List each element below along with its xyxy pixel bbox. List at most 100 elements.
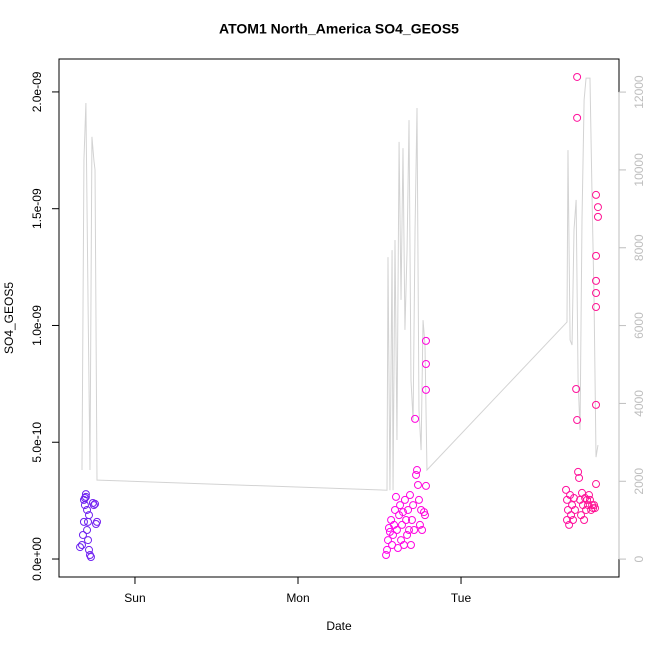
data-point (77, 541, 86, 550)
y2-tick-label: 12000 (632, 75, 646, 109)
data-point (573, 416, 582, 425)
data-point (413, 480, 422, 489)
data-point (81, 490, 90, 499)
x-tick-label: Mon (286, 591, 309, 605)
data-point (405, 526, 414, 535)
data-point (406, 541, 415, 550)
data-point (84, 536, 93, 545)
data-point (592, 251, 601, 260)
data-point (79, 517, 88, 526)
data-point (407, 516, 416, 525)
data-point (92, 517, 101, 526)
data-point (592, 400, 601, 409)
data-point (400, 495, 409, 504)
x-axis-label: Date (326, 619, 352, 633)
data-point (398, 520, 407, 529)
data-point (421, 481, 430, 490)
data-point (562, 516, 571, 525)
data-point (567, 511, 576, 520)
data-point (86, 553, 95, 562)
data-point (592, 276, 601, 285)
data-point (592, 289, 601, 298)
data-point (572, 384, 581, 393)
data-point (398, 508, 407, 517)
data-point (573, 72, 582, 81)
data-point (392, 526, 401, 535)
data-point (421, 385, 430, 394)
data-point (414, 495, 423, 504)
y2-tick-label: 6000 (632, 312, 646, 339)
data-point (577, 488, 586, 497)
data-point (583, 495, 592, 504)
y-tick-label: 5.0e-10 (30, 422, 44, 463)
data-point (418, 526, 427, 535)
x-tick-label: Sun (124, 591, 145, 605)
data-point (410, 526, 419, 535)
data-point (575, 473, 584, 482)
data-point (570, 505, 579, 514)
data-point (585, 495, 594, 504)
data-point (562, 485, 571, 494)
y-tick-label: 1.5e-09 (30, 188, 44, 229)
data-point (76, 543, 85, 552)
data-point (391, 492, 400, 501)
data-point (591, 504, 600, 513)
data-point (421, 336, 430, 345)
data-point (573, 113, 582, 122)
data-point (592, 190, 601, 199)
data-point (569, 516, 578, 525)
data-point (574, 467, 583, 476)
data-point (411, 414, 420, 423)
data-point (421, 360, 430, 369)
data-point (593, 203, 602, 212)
data-point (78, 530, 87, 539)
data-point (383, 536, 392, 545)
data-point (409, 501, 418, 510)
data-point (405, 491, 414, 500)
data-point (80, 494, 89, 503)
data-point (91, 499, 100, 508)
data-point (79, 495, 88, 504)
y-axis-label: SO4_GEOS5 (2, 282, 16, 354)
y-tick-label: 1.0e-09 (30, 305, 44, 346)
data-point (404, 505, 413, 514)
data-point (585, 491, 594, 500)
x-tick-label: Tue (451, 591, 472, 605)
y2-tick-label: 4000 (632, 390, 646, 417)
y-tick-label: 0.0e+00 (30, 537, 44, 581)
plot-box (58, 58, 620, 578)
data-point (592, 480, 601, 489)
data-point (563, 505, 572, 514)
data-point (83, 505, 92, 514)
chart-title: ATOM1 North_America SO4_GEOS5 (219, 21, 459, 37)
data-point (84, 517, 93, 526)
data-point (396, 501, 405, 510)
y2-tick-label: 8000 (632, 234, 646, 261)
data-point (389, 530, 398, 539)
data-point (420, 511, 429, 520)
data-point (580, 516, 589, 525)
data-point (415, 520, 424, 529)
data-point (83, 526, 92, 535)
data-point (565, 520, 574, 529)
y2-tick-label: 10000 (632, 153, 646, 187)
data-point (383, 545, 392, 554)
y2-tick-label: 0 (632, 555, 646, 562)
data-point (593, 212, 602, 221)
data-point (84, 545, 93, 554)
data-point (84, 511, 93, 520)
data-point (391, 505, 399, 514)
altitude-line (81, 77, 599, 491)
data-point (382, 551, 391, 560)
data-point (403, 530, 412, 539)
y2-tick-label: 2000 (632, 468, 646, 495)
data-point (89, 501, 98, 510)
data-point (592, 303, 601, 312)
data-point (412, 470, 421, 479)
data-point (402, 516, 411, 525)
data-point (570, 494, 579, 503)
data-point (413, 466, 422, 475)
y-tick-label: 2.0e-09 (30, 71, 44, 112)
